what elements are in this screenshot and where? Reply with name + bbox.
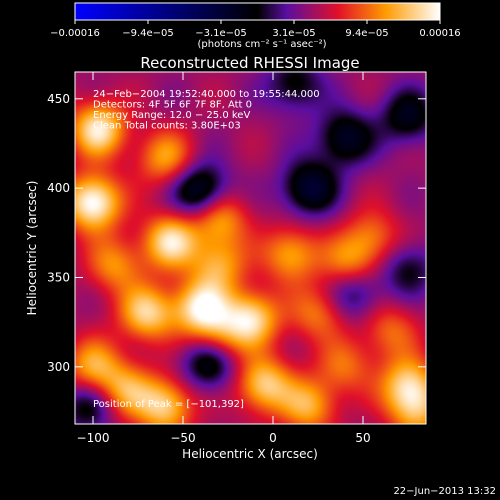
colorbar-tick-label: −0.00016 bbox=[50, 28, 100, 39]
colorbar-tick-label: −3.1e−05 bbox=[195, 28, 247, 39]
y-axis: 300 350 400 450 bbox=[47, 92, 426, 374]
chart-title: Reconstructed RHESSI Image bbox=[140, 54, 359, 72]
colorbar-tick-label: −9.4e−05 bbox=[122, 28, 174, 39]
x-axis: −100 −50 0 50 bbox=[77, 72, 371, 445]
timestamp: 22−Jun−2013 13:32 bbox=[393, 486, 496, 497]
y-tick-label: 400 bbox=[47, 181, 70, 195]
y-axis-label: Heliocentric Y (arcsec) bbox=[25, 181, 39, 316]
peak-position-label: Position of Peak = [−101,392] bbox=[93, 399, 244, 410]
annotation-block: 24−Feb−2004 19:52:40.000 to 19:55:44.000… bbox=[93, 89, 320, 132]
colorbar-ticks: −0.00016 −9.4e−05 −3.1e−05 3.1e−05 9.4e−05 0.… bbox=[50, 20, 461, 39]
annotation-line: Clean Total counts: 3.80E+03 bbox=[93, 121, 241, 132]
x-tick-label: −100 bbox=[77, 431, 110, 445]
heatmap-image bbox=[75, 72, 426, 424]
x-tick-label: 0 bbox=[269, 431, 277, 445]
colorbar-tick-label: 3.1e−05 bbox=[272, 28, 315, 39]
annotation-line: Energy Range: 12.0 − 25.0 keV bbox=[93, 110, 250, 121]
y-tick-label: 450 bbox=[47, 92, 70, 106]
annotation-line: Detectors: 4F 5F 6F 7F 8F, Att 0 bbox=[93, 100, 252, 111]
x-tick-label: 50 bbox=[355, 431, 370, 445]
colorbar-tick-label: 0.00016 bbox=[419, 28, 460, 39]
annotation-line: 24−Feb−2004 19:52:40.000 to 19:55:44.000 bbox=[93, 89, 320, 100]
y-tick-label: 350 bbox=[47, 270, 70, 284]
y-tick-label: 300 bbox=[47, 360, 70, 374]
x-axis-label: Heliocentric X (arcsec) bbox=[182, 447, 318, 461]
plot-frame bbox=[74, 71, 427, 425]
x-tick-label: −50 bbox=[170, 431, 195, 445]
colorbar-unit-label: (photons cm⁻² s⁻¹ asec⁻²) bbox=[197, 39, 326, 50]
colorbar-tick-label: 9.4e−05 bbox=[345, 28, 388, 39]
colorbar bbox=[74, 2, 441, 21]
